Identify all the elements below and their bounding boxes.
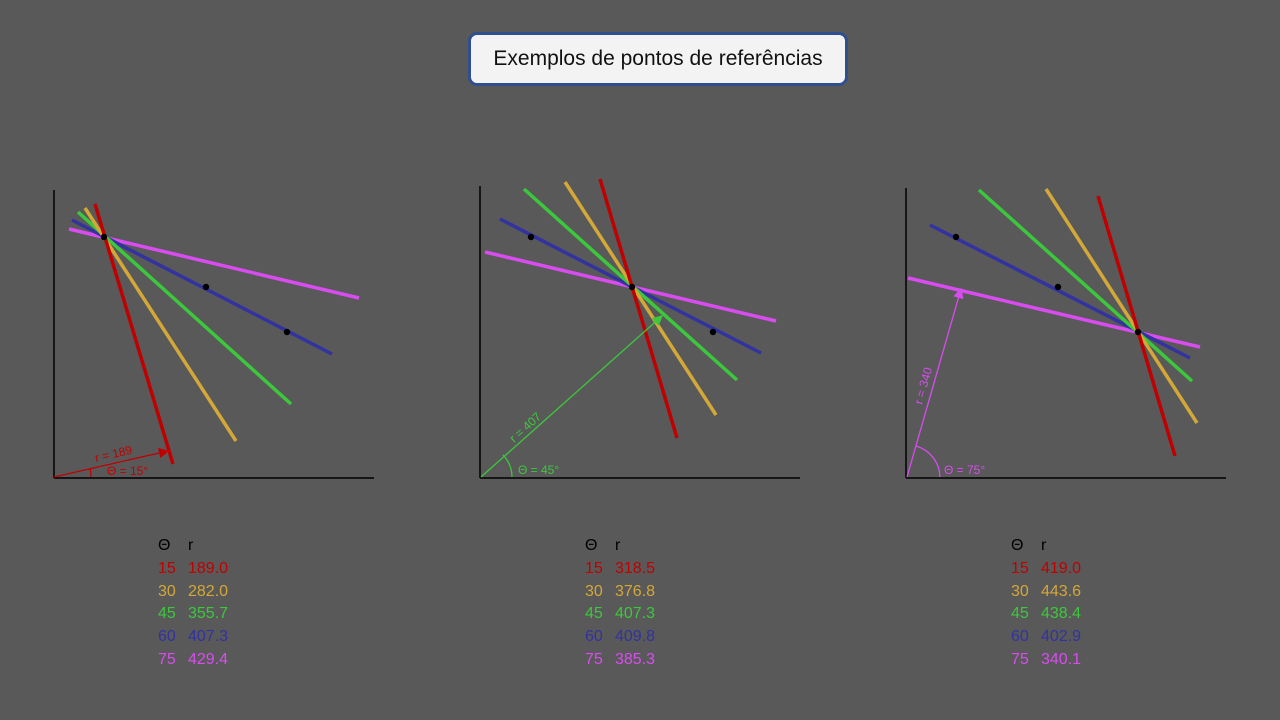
theta-value: 15 [585,559,603,577]
r-value: 376.8 [615,582,656,600]
table-row: 45 438.4 [1011,603,1081,626]
r-value: 402.9 [1041,628,1082,646]
table-row: 60 407.3 [158,626,228,649]
theta-label: Θ = 75° [944,463,985,477]
panel-1: r = 189 Θ = 15° [53,190,374,479]
line-theta-30 [1044,188,1199,424]
reference-point [709,328,717,336]
r-vector [906,287,964,478]
table-row: 60 409.8 [585,626,655,649]
table-row: 75 429.4 [158,649,228,672]
theta-value: 60 [158,628,176,646]
table-row: 75 385.3 [585,649,655,672]
panel-2: r = 407 Θ = 45° [479,178,800,479]
line-theta-60 [929,223,1191,360]
table-row: 75 340.1 [1011,649,1081,672]
table-panel-3: Θ r 15 419.0 30 443.6 45 438.4 60 402.9 75 340.1 [1011,535,1081,672]
line-theta-45 [977,188,1194,383]
reference-point [1134,328,1142,336]
r-value: 318.5 [615,559,656,577]
r-value: 355.7 [188,605,229,623]
r-vector [53,447,170,478]
line-theta-15 [598,178,679,439]
theta-value: 15 [158,559,176,577]
theta-value: 45 [1011,605,1029,623]
r-value: 282.0 [188,582,229,600]
table-header: Θ r [1011,535,1081,558]
line-theta-45 [76,210,293,406]
theta-value: 45 [158,605,176,623]
r-label: r = 340 [911,365,935,405]
theta-header: Θ [585,537,598,554]
r-label: r = 407 [507,409,545,445]
theta-value: 75 [158,650,176,668]
theta-value: 30 [1011,582,1029,600]
table-panel-1: Θ r 15 189.0 30 282.0 45 355.7 60 407.3 75 429.4 [158,535,228,672]
table-row: 30 443.6 [1011,581,1081,604]
theta-header: Θ [158,537,171,554]
r-header: r [615,537,621,554]
r-value: 429.4 [188,650,229,668]
table-row: 60 402.9 [1011,626,1081,649]
r-value: 438.4 [1041,605,1082,623]
table-row: 15 189.0 [158,558,228,581]
table-row: 30 282.0 [158,581,228,604]
table-row: 30 376.8 [585,581,655,604]
r-value: 409.8 [615,628,656,646]
table-row: 45 355.7 [158,603,228,626]
r-vector [480,315,663,478]
theta-value: 75 [585,650,603,668]
reference-point [527,233,535,241]
r-value: 189.0 [188,559,229,577]
line-theta-30 [563,181,718,416]
table-row: 15 419.0 [1011,558,1081,581]
reference-point [628,283,636,291]
table-row: 15 318.5 [585,558,655,581]
theta-value: 60 [585,628,603,646]
table-header: Θ r [158,535,228,558]
theta-header: Θ [1011,537,1024,554]
theta-value: 60 [1011,628,1029,646]
panel-3: r = 340 Θ = 75° [905,188,1226,479]
theta-value: 30 [158,582,176,600]
reference-point [952,233,960,241]
r-value: 385.3 [615,650,656,668]
title-box: Exemplos de pontos de referências [468,32,848,86]
table-header: Θ r [585,535,655,558]
theta-value: 45 [585,605,603,623]
theta-arc [915,445,941,478]
theta-value: 75 [1011,650,1029,668]
table-row: 45 407.3 [585,603,655,626]
theta-label: Θ = 45° [518,463,559,477]
line-theta-15 [1096,195,1177,457]
theta-value: 15 [1011,559,1029,577]
reference-point [202,283,210,291]
r-value: 443.6 [1041,582,1082,600]
theta-label: Θ = 15° [107,464,148,478]
reference-point [100,233,108,241]
line-theta-30 [83,207,238,442]
theta-arc [502,454,513,478]
theta-arc [89,467,92,478]
r-label: r = 189 [94,443,134,465]
r-header: r [1041,537,1047,554]
line-theta-15 [93,203,175,465]
line-theta-75 [68,227,360,300]
page-title: Exemplos de pontos de referências [493,47,823,70]
r-value: 407.3 [188,628,229,646]
theta-value: 30 [585,582,603,600]
r-value: 340.1 [1041,650,1082,668]
r-header: r [188,537,194,554]
r-value: 419.0 [1041,559,1082,577]
table-panel-2: Θ r 15 318.5 30 376.8 45 407.3 60 409.8 75 385.3 [585,535,655,672]
reference-point [1054,283,1062,291]
r-value: 407.3 [615,605,656,623]
reference-point [283,328,291,336]
